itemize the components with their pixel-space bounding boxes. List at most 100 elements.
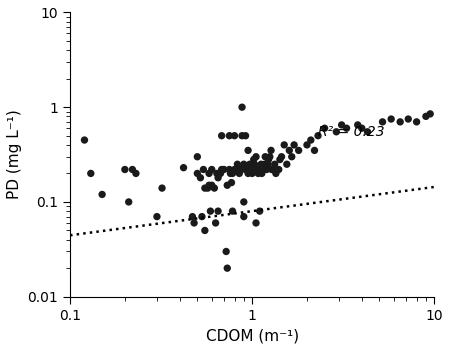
Point <box>212 220 219 226</box>
Point <box>276 157 284 162</box>
Point <box>358 125 365 131</box>
Point <box>295 148 302 153</box>
Point <box>229 208 236 214</box>
Point <box>268 167 275 172</box>
Point <box>206 170 213 176</box>
Point <box>231 167 238 172</box>
Point <box>271 161 278 167</box>
Point <box>387 116 395 122</box>
Point <box>315 133 322 139</box>
Point <box>197 175 204 181</box>
Point <box>125 199 132 205</box>
Point <box>236 167 243 172</box>
Point <box>354 122 361 128</box>
Point <box>215 208 222 214</box>
Point <box>269 167 276 172</box>
Point <box>256 167 263 172</box>
Point <box>338 122 345 128</box>
Point <box>243 165 250 170</box>
Point <box>207 208 214 214</box>
Point <box>224 265 231 271</box>
Point <box>198 214 206 219</box>
Point <box>248 170 256 176</box>
Point <box>261 161 268 167</box>
Point <box>254 167 261 172</box>
Point <box>251 161 258 167</box>
Point <box>244 148 252 153</box>
Point <box>258 170 265 176</box>
Point <box>234 161 241 167</box>
Point <box>229 170 236 176</box>
Point <box>379 119 386 125</box>
Point <box>260 167 267 172</box>
Point <box>283 161 290 167</box>
Point <box>248 167 256 172</box>
Point <box>264 161 271 167</box>
Point <box>200 167 207 172</box>
Point <box>218 133 225 139</box>
Point <box>263 167 270 172</box>
Point <box>321 125 328 131</box>
Point <box>405 116 412 122</box>
Point <box>343 125 350 131</box>
Point <box>217 170 224 176</box>
Point <box>265 157 272 162</box>
Point <box>252 220 260 226</box>
Point <box>240 214 248 219</box>
Point <box>220 167 228 172</box>
Point <box>303 142 310 148</box>
Point <box>226 167 233 172</box>
Point <box>275 167 282 172</box>
Point <box>226 133 233 139</box>
Y-axis label: PD (mg L⁻¹): PD (mg L⁻¹) <box>7 110 22 200</box>
Point <box>240 161 248 167</box>
Point <box>333 129 340 135</box>
Point <box>81 137 88 143</box>
Point <box>201 185 208 191</box>
Point <box>286 148 293 153</box>
Point <box>242 133 249 139</box>
Point <box>208 182 216 188</box>
Point <box>227 170 234 176</box>
Point <box>190 220 198 226</box>
Point <box>238 133 246 139</box>
Point <box>180 165 187 170</box>
Point <box>238 167 245 172</box>
Point <box>236 170 243 176</box>
Point <box>194 170 201 176</box>
Point <box>121 167 128 172</box>
Point <box>99 192 106 197</box>
Point <box>246 161 253 167</box>
Point <box>218 167 225 172</box>
Point <box>233 167 240 172</box>
Point <box>240 199 248 205</box>
Point <box>204 185 212 191</box>
Point <box>247 167 254 172</box>
Point <box>158 185 166 191</box>
Point <box>413 119 420 125</box>
Point <box>250 157 257 162</box>
Point <box>266 154 274 160</box>
Point <box>213 170 220 176</box>
Point <box>278 154 285 160</box>
Point <box>307 137 315 143</box>
Point <box>201 228 208 233</box>
Point <box>228 180 235 186</box>
Point <box>256 208 263 214</box>
Point <box>427 111 434 117</box>
Point <box>215 175 222 181</box>
Point <box>224 182 231 188</box>
Point <box>153 214 161 219</box>
Point <box>288 154 295 160</box>
Point <box>291 142 298 148</box>
Point <box>231 133 238 139</box>
Point <box>396 119 404 125</box>
Point <box>208 167 216 172</box>
Point <box>223 249 230 254</box>
Point <box>267 148 274 153</box>
Text: R² = 0.23: R² = 0.23 <box>318 125 384 139</box>
Point <box>281 142 288 148</box>
X-axis label: CDOM (m⁻¹): CDOM (m⁻¹) <box>206 328 299 343</box>
Point <box>194 154 201 160</box>
Point <box>238 104 246 110</box>
